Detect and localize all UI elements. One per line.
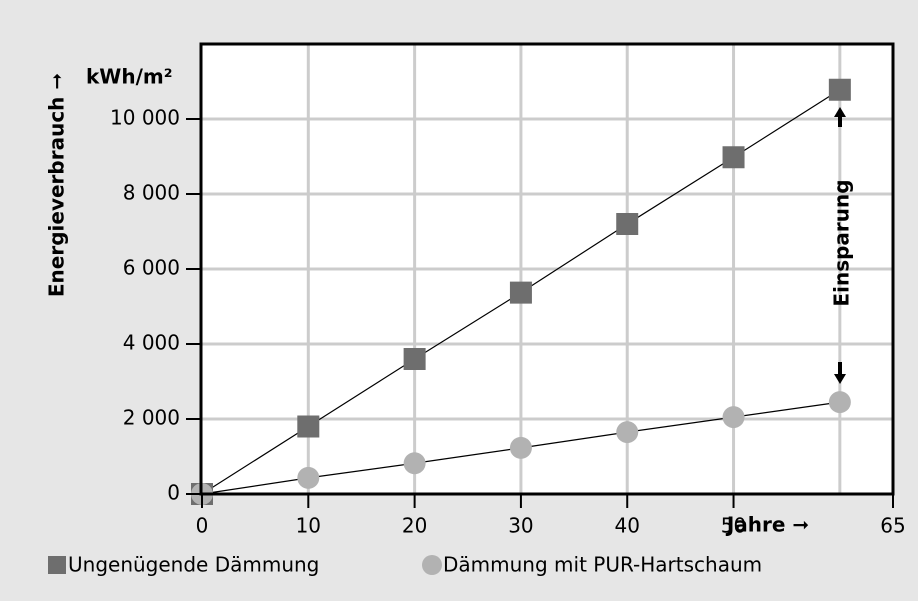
marker bbox=[509, 281, 532, 304]
x-axis-title: Jahre ➞ bbox=[725, 513, 809, 537]
x-tick-label: 40 bbox=[615, 514, 640, 538]
arrow-down bbox=[834, 362, 846, 384]
marker bbox=[297, 415, 320, 438]
x-tick-label: 20 bbox=[402, 514, 427, 538]
y-tick-label: 6 000 bbox=[123, 256, 180, 280]
legend-swatch bbox=[422, 555, 442, 575]
marker bbox=[828, 391, 851, 414]
marker bbox=[403, 348, 426, 370]
x-tick-label: 10 bbox=[296, 514, 321, 538]
marker bbox=[616, 421, 639, 444]
x-tick-label: 0 bbox=[196, 514, 209, 538]
marker bbox=[403, 452, 426, 475]
y-tick-label: 10 000 bbox=[110, 106, 180, 130]
marker bbox=[722, 406, 745, 429]
marker bbox=[509, 436, 532, 459]
y-tick-label: 2 000 bbox=[123, 406, 180, 430]
y-axis-title: Energieverbrauch ➞ bbox=[45, 73, 69, 297]
y-tick-label: 4 000 bbox=[123, 331, 180, 355]
legend-label: Ungenügende Dämmung bbox=[68, 553, 319, 577]
marker bbox=[722, 146, 745, 169]
y-unit: kWh/m² bbox=[86, 65, 173, 89]
marker bbox=[616, 213, 639, 235]
annotation: Einsparung bbox=[830, 179, 854, 306]
marker bbox=[297, 466, 320, 489]
x-tick-label: 30 bbox=[508, 514, 533, 538]
x-tick-label: 50 bbox=[721, 514, 746, 538]
arrow-up bbox=[834, 107, 846, 127]
legend-swatch bbox=[48, 556, 66, 574]
y-tick-label: 8 000 bbox=[123, 181, 180, 205]
legend-label: Dämmung mit PUR-Hartschaum bbox=[443, 553, 762, 577]
y-tick-label: 0 bbox=[167, 481, 180, 505]
marker bbox=[828, 78, 851, 101]
x-tick-label: 65 bbox=[880, 514, 905, 538]
